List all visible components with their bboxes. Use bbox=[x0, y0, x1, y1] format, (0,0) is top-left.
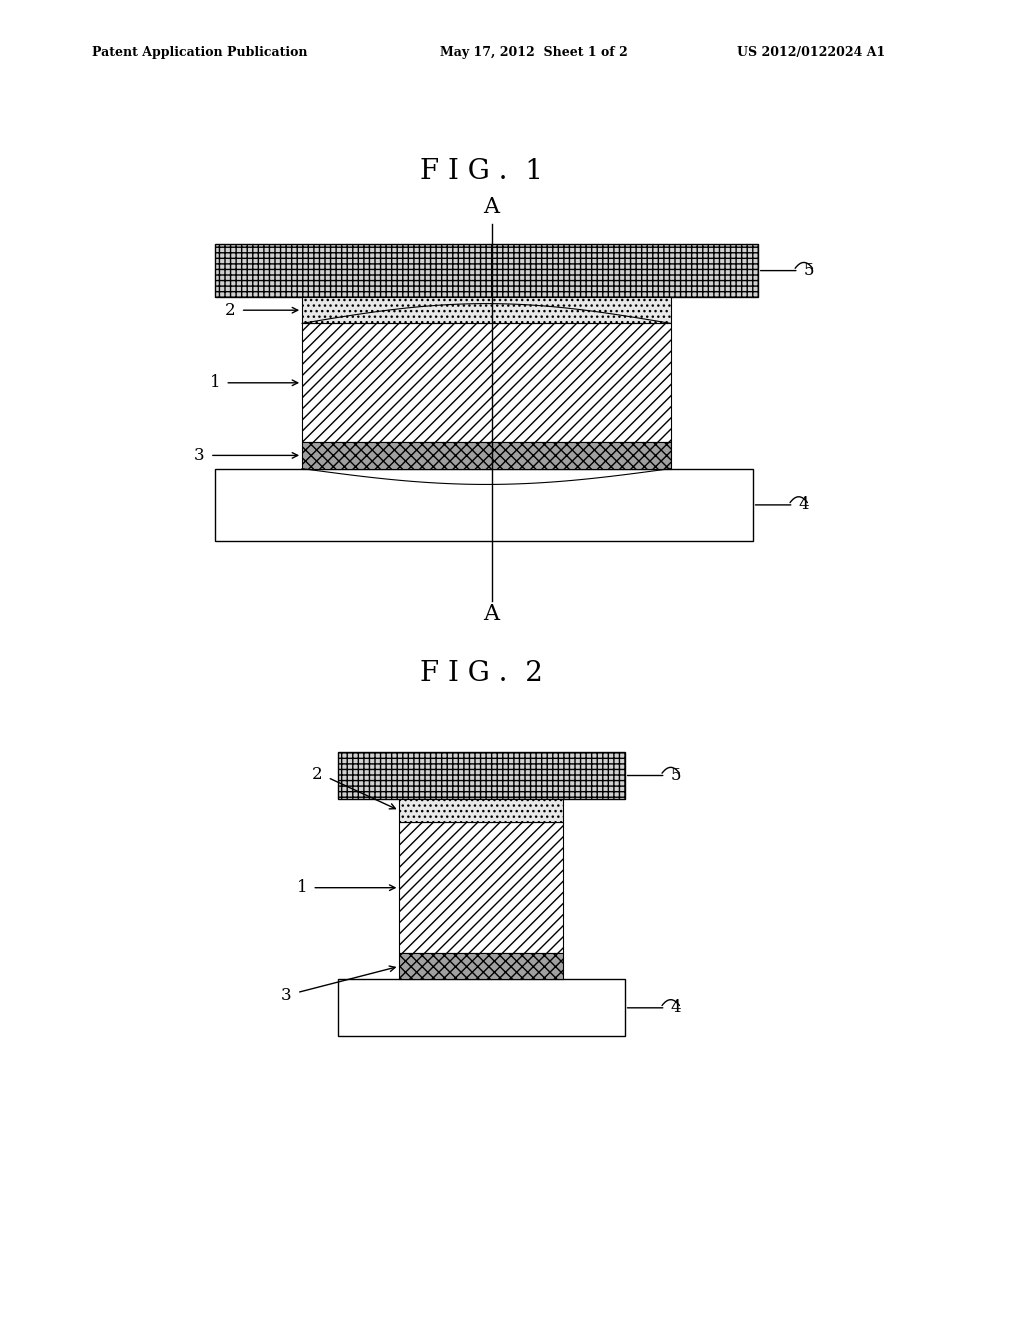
Text: US 2012/0122024 A1: US 2012/0122024 A1 bbox=[737, 46, 886, 59]
Text: A: A bbox=[483, 195, 500, 218]
Text: 1: 1 bbox=[297, 879, 307, 896]
FancyBboxPatch shape bbox=[399, 822, 563, 953]
Text: 5: 5 bbox=[804, 263, 814, 279]
Text: 3: 3 bbox=[195, 447, 205, 463]
Text: 4: 4 bbox=[671, 999, 681, 1016]
FancyBboxPatch shape bbox=[302, 297, 671, 323]
Text: 4: 4 bbox=[799, 496, 809, 513]
FancyBboxPatch shape bbox=[302, 323, 671, 442]
Text: May 17, 2012  Sheet 1 of 2: May 17, 2012 Sheet 1 of 2 bbox=[440, 46, 628, 59]
FancyBboxPatch shape bbox=[302, 442, 671, 469]
Text: 3: 3 bbox=[282, 987, 292, 1003]
Text: A: A bbox=[483, 603, 500, 626]
Text: 2: 2 bbox=[312, 767, 323, 783]
Text: 1: 1 bbox=[210, 375, 220, 391]
Text: 2: 2 bbox=[225, 302, 236, 318]
Text: F I G .  1: F I G . 1 bbox=[420, 158, 543, 185]
FancyBboxPatch shape bbox=[338, 752, 625, 799]
FancyBboxPatch shape bbox=[338, 979, 625, 1036]
Text: Patent Application Publication: Patent Application Publication bbox=[92, 46, 307, 59]
Text: 5: 5 bbox=[671, 767, 681, 784]
FancyBboxPatch shape bbox=[399, 953, 563, 979]
FancyBboxPatch shape bbox=[215, 469, 753, 541]
FancyBboxPatch shape bbox=[399, 799, 563, 822]
FancyBboxPatch shape bbox=[215, 244, 758, 297]
Text: F I G .  2: F I G . 2 bbox=[420, 660, 543, 686]
